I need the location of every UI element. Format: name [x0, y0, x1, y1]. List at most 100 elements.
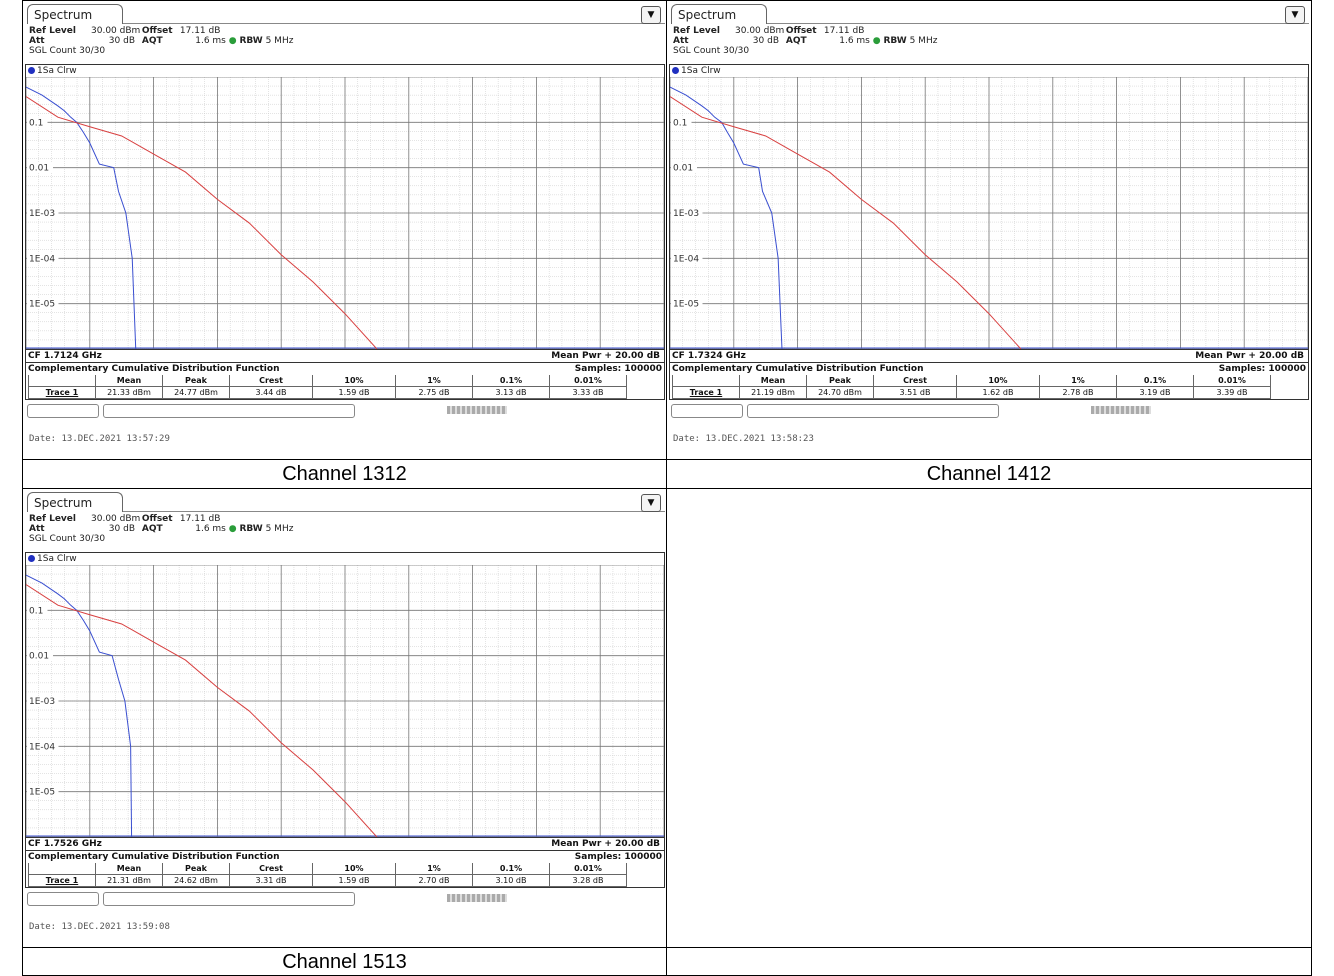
date-stamp: Date: 13.DEC.2021 13:58:23	[673, 434, 814, 444]
caption-2: Channel 1412	[666, 459, 1312, 489]
table-header: Mean	[95, 375, 163, 387]
y-tick-bg	[27, 696, 59, 706]
y-tick-label: 0.01	[29, 652, 49, 662]
table-header: Crest	[873, 375, 957, 387]
trace-label: 1Sa Clrw	[28, 66, 77, 76]
table-header: 10%	[956, 375, 1040, 387]
spectrum-panel: Spectrum ▼ Ref Level 30.00 dBm Offset 17.1…	[25, 2, 665, 456]
menu-icon[interactable]: ▼	[641, 494, 661, 512]
y-tick-label: 1E-04	[29, 254, 55, 264]
y-tick-bg	[27, 298, 59, 309]
table-header: Mean	[739, 375, 807, 387]
date-stamp: Date: 13.DEC.2021 13:57:29	[29, 434, 170, 444]
table-header: 1%	[1039, 375, 1117, 387]
y-tick-bg	[27, 253, 59, 264]
table-header	[28, 863, 96, 875]
table-cell: Trace 1	[28, 874, 96, 887]
table-header: Peak	[162, 863, 230, 875]
table-header: 10%	[312, 863, 396, 875]
table-cell: 24.77 dBm	[162, 386, 230, 399]
status-bar	[27, 892, 663, 906]
table-cell: 21.31 dBm	[95, 874, 163, 887]
cf-row: CF 1.7324 GHz Mean Pwr + 20.00 dB	[669, 350, 1309, 362]
menu-icon[interactable]: ▼	[641, 6, 661, 24]
y-tick-label: 0.1	[29, 606, 43, 616]
table-cell: 2.70 dB	[395, 874, 473, 887]
ccdf-plot: 1Sa Clrw 0.1 0.01 1E-03 1E-04 1E-05	[25, 552, 665, 838]
y-tick-label: 1E-03	[29, 209, 55, 219]
cf-row: CF 1.7124 GHz Mean Pwr + 20.00 dB	[25, 350, 665, 362]
settings-info: Ref Level 30.00 dBm Offset 17.11 dB Att 30 …	[29, 26, 294, 56]
trace-red	[670, 96, 1022, 349]
ccdf-table-box: Complementary Cumulative Distribution Fu…	[25, 850, 665, 888]
table-cell: 3.28 dB	[549, 874, 627, 887]
ccdf-chart: 0.1 0.01 1E-03 1E-04 1E-05	[26, 565, 664, 837]
spectrum-tab[interactable]: Spectrum	[27, 4, 123, 24]
table-cell: 3.39 dB	[1193, 386, 1271, 399]
y-tick-label: 1E-03	[673, 209, 699, 219]
progress-indicator	[447, 894, 507, 902]
table-cell-bottom-right	[666, 488, 1312, 948]
spectrum-tab[interactable]: Spectrum	[671, 4, 767, 24]
table-cell: 3.13 dB	[472, 386, 550, 399]
table-header: Peak	[162, 375, 230, 387]
table-cell: 3.10 dB	[472, 874, 550, 887]
table-header: Crest	[229, 863, 313, 875]
ccdf-result-table: Mean Peak Crest 10% 1% 0.1% 0.01% Trace 1 21.33…	[28, 375, 627, 399]
status-field	[103, 892, 355, 906]
y-tick-label: 1E-04	[673, 254, 699, 264]
spectrum-tab[interactable]: Spectrum	[27, 492, 123, 512]
y-tick-label: 0.1	[673, 118, 687, 128]
table-cell: 2.75 dB	[395, 386, 473, 399]
status-field	[27, 892, 99, 906]
table-cell: 24.70 dBm	[806, 386, 874, 399]
table-cell: 3.44 dB	[229, 386, 313, 399]
y-tick-label: 0.1	[29, 118, 43, 128]
table-cell: 3.51 dB	[873, 386, 957, 399]
progress-indicator	[447, 406, 507, 414]
y-tick-label: 1E-05	[29, 788, 55, 798]
y-tick-bg	[671, 298, 703, 309]
trace-red	[26, 584, 378, 837]
status-field	[671, 404, 743, 418]
ccdf-result-table: Mean Peak Crest 10% 1% 0.1% 0.01% Trace 1 21.19…	[672, 375, 1271, 399]
ccdf-result-table: Mean Peak Crest 10% 1% 0.1% 0.01% Trace 1 21.31…	[28, 863, 627, 887]
y-tick-label: 1E-05	[673, 300, 699, 310]
status-field	[747, 404, 999, 418]
table-header: 0.1%	[1116, 375, 1194, 387]
table-header: 1%	[395, 375, 473, 387]
y-tick-bg	[27, 786, 59, 797]
table-header: Crest	[229, 375, 313, 387]
y-tick-bg	[671, 253, 703, 264]
y-tick-bg	[671, 208, 703, 218]
menu-icon[interactable]: ▼	[1285, 6, 1305, 24]
table-cell: 24.62 dBm	[162, 874, 230, 887]
caption-1: Channel 1312	[22, 459, 667, 489]
table-header	[672, 375, 740, 387]
table-header: 0.1%	[472, 375, 550, 387]
tab-divider	[123, 511, 665, 512]
table-header: Mean	[95, 863, 163, 875]
spectrum-panel: Spectrum ▼ Ref Level 30.00 dBm Offset 17.1…	[669, 2, 1309, 456]
ccdf-plot: 1Sa Clrw 0.1 0.01 1E-03 1E-04 1E-05	[669, 64, 1309, 350]
trace-red	[26, 96, 378, 349]
table-cell: Trace 1	[672, 386, 740, 399]
table-header: 0.01%	[549, 863, 627, 875]
caption-4-empty	[666, 947, 1312, 976]
caption-3: Channel 1513	[22, 947, 667, 976]
table-cell: 3.19 dB	[1116, 386, 1194, 399]
y-tick-label: 1E-04	[29, 742, 55, 752]
y-tick-label: 0.01	[29, 164, 49, 174]
table-cell: 1.59 dB	[312, 874, 396, 887]
trace-label: 1Sa Clrw	[672, 66, 721, 76]
settings-info: Ref Level 30.00 dBm Offset 17.11 dB Att 30 …	[29, 514, 294, 544]
trace-blue	[26, 86, 137, 349]
trace-blue	[670, 86, 783, 349]
table-header: 1%	[395, 863, 473, 875]
y-tick-bg	[671, 162, 697, 173]
status-field	[27, 404, 99, 418]
progress-indicator	[1091, 406, 1151, 414]
y-tick-bg	[27, 650, 53, 661]
table-cell: 3.31 dB	[229, 874, 313, 887]
table-cell: 3.33 dB	[549, 386, 627, 399]
